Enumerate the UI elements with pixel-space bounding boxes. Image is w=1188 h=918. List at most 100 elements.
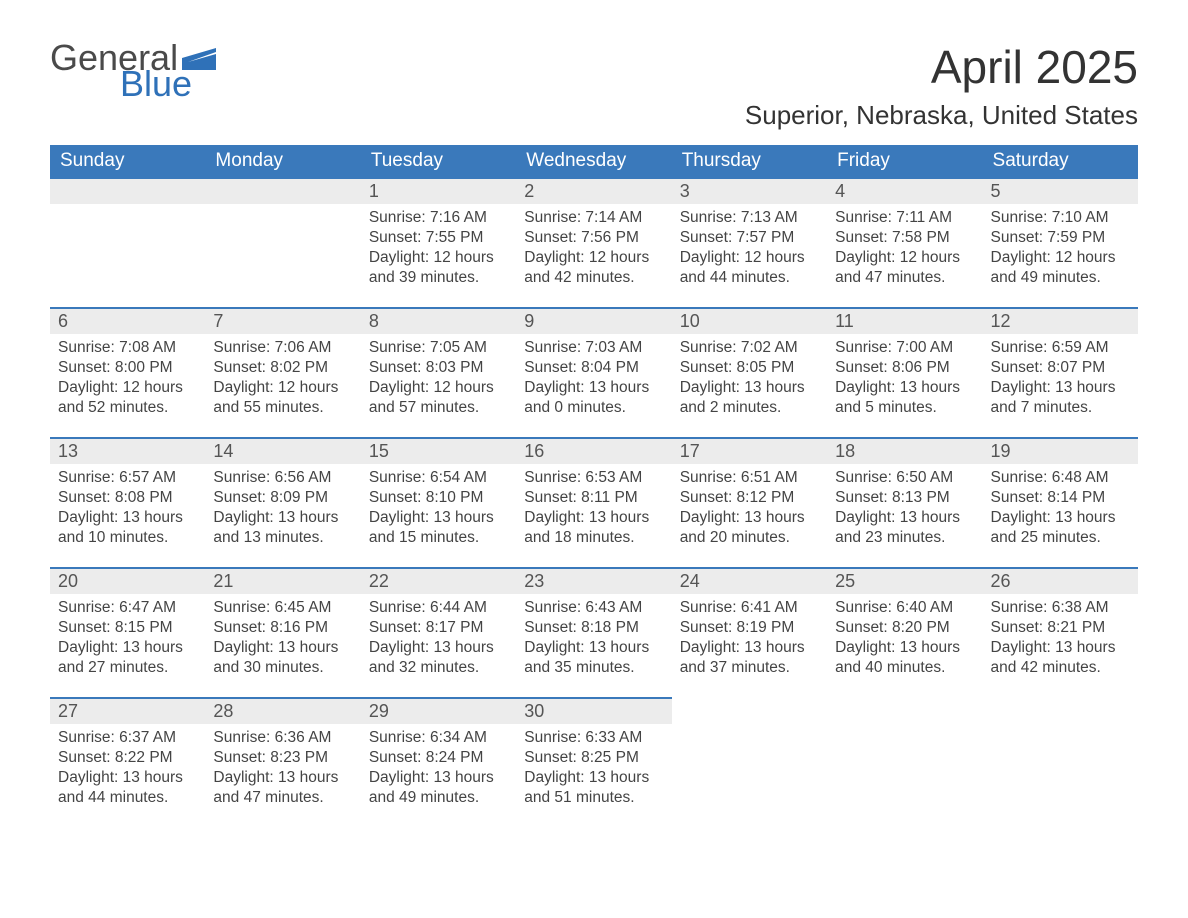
daylight-text: Daylight: 13 hours and 35 minutes. <box>524 638 663 678</box>
day-body: Sunrise: 7:11 AMSunset: 7:58 PMDaylight:… <box>827 204 982 297</box>
daylight-text: Daylight: 13 hours and 18 minutes. <box>524 508 663 548</box>
weekday-header: Thursday <box>672 145 827 177</box>
day-body: Sunrise: 6:59 AMSunset: 8:07 PMDaylight:… <box>983 334 1138 427</box>
page: General Blue April 2025 Superior, Nebras… <box>0 0 1188 918</box>
weekday-row: SundayMondayTuesdayWednesdayThursdayFrid… <box>50 145 1138 177</box>
calendar-cell: 17Sunrise: 6:51 AMSunset: 8:12 PMDayligh… <box>672 437 827 567</box>
calendar-cell <box>827 697 982 827</box>
sunrise-text: Sunrise: 6:50 AM <box>835 468 974 488</box>
weekday-header: Monday <box>205 145 360 177</box>
daylight-text: Daylight: 13 hours and 37 minutes. <box>680 638 819 678</box>
calendar-cell: 18Sunrise: 6:50 AMSunset: 8:13 PMDayligh… <box>827 437 982 567</box>
day-number-band: 3 <box>672 177 827 204</box>
calendar-cell: 16Sunrise: 6:53 AMSunset: 8:11 PMDayligh… <box>516 437 671 567</box>
sunset-text: Sunset: 8:07 PM <box>991 358 1130 378</box>
calendar-cell: 24Sunrise: 6:41 AMSunset: 8:19 PMDayligh… <box>672 567 827 697</box>
sunrise-text: Sunrise: 6:57 AM <box>58 468 197 488</box>
weekday-header: Tuesday <box>361 145 516 177</box>
calendar-cell: 12Sunrise: 6:59 AMSunset: 8:07 PMDayligh… <box>983 307 1138 437</box>
day-body: Sunrise: 7:16 AMSunset: 7:55 PMDaylight:… <box>361 204 516 297</box>
sunset-text: Sunset: 8:23 PM <box>213 748 352 768</box>
sunset-text: Sunset: 8:12 PM <box>680 488 819 508</box>
day-body: Sunrise: 6:47 AMSunset: 8:15 PMDaylight:… <box>50 594 205 687</box>
sunset-text: Sunset: 8:10 PM <box>369 488 508 508</box>
sunset-text: Sunset: 8:00 PM <box>58 358 197 378</box>
sunset-text: Sunset: 8:17 PM <box>369 618 508 638</box>
day-number-band: 27 <box>50 697 205 724</box>
day-body: Sunrise: 6:48 AMSunset: 8:14 PMDaylight:… <box>983 464 1138 557</box>
day-body <box>50 204 205 216</box>
day-number-band: 1 <box>361 177 516 204</box>
daylight-text: Daylight: 12 hours and 52 minutes. <box>58 378 197 418</box>
sunset-text: Sunset: 8:11 PM <box>524 488 663 508</box>
day-number-band: 15 <box>361 437 516 464</box>
daylight-text: Daylight: 13 hours and 40 minutes. <box>835 638 974 678</box>
day-number-band: 12 <box>983 307 1138 334</box>
day-body: Sunrise: 6:51 AMSunset: 8:12 PMDaylight:… <box>672 464 827 557</box>
sunrise-text: Sunrise: 7:05 AM <box>369 338 508 358</box>
calendar-cell: 2Sunrise: 7:14 AMSunset: 7:56 PMDaylight… <box>516 177 671 307</box>
calendar-week: 1Sunrise: 7:16 AMSunset: 7:55 PMDaylight… <box>50 177 1138 307</box>
calendar-week: 13Sunrise: 6:57 AMSunset: 8:08 PMDayligh… <box>50 437 1138 567</box>
weekday-header: Sunday <box>50 145 205 177</box>
daylight-text: Daylight: 13 hours and 44 minutes. <box>58 768 197 808</box>
day-number-band: 30 <box>516 697 671 724</box>
day-body: Sunrise: 6:37 AMSunset: 8:22 PMDaylight:… <box>50 724 205 817</box>
sunrise-text: Sunrise: 7:06 AM <box>213 338 352 358</box>
day-body: Sunrise: 6:33 AMSunset: 8:25 PMDaylight:… <box>516 724 671 817</box>
sunset-text: Sunset: 8:03 PM <box>369 358 508 378</box>
sunrise-text: Sunrise: 7:02 AM <box>680 338 819 358</box>
day-body <box>205 204 360 216</box>
calendar-cell: 8Sunrise: 7:05 AMSunset: 8:03 PMDaylight… <box>361 307 516 437</box>
day-body: Sunrise: 6:50 AMSunset: 8:13 PMDaylight:… <box>827 464 982 557</box>
day-body: Sunrise: 6:44 AMSunset: 8:17 PMDaylight:… <box>361 594 516 687</box>
daylight-text: Daylight: 13 hours and 49 minutes. <box>369 768 508 808</box>
location: Superior, Nebraska, United States <box>745 100 1138 131</box>
sunrise-text: Sunrise: 6:45 AM <box>213 598 352 618</box>
day-body: Sunrise: 7:08 AMSunset: 8:00 PMDaylight:… <box>50 334 205 427</box>
daylight-text: Daylight: 13 hours and 13 minutes. <box>213 508 352 548</box>
day-body: Sunrise: 7:06 AMSunset: 8:02 PMDaylight:… <box>205 334 360 427</box>
day-body <box>672 724 827 736</box>
sunrise-text: Sunrise: 7:16 AM <box>369 208 508 228</box>
day-body <box>827 724 982 736</box>
day-body: Sunrise: 7:03 AMSunset: 8:04 PMDaylight:… <box>516 334 671 427</box>
calendar-week: 6Sunrise: 7:08 AMSunset: 8:00 PMDaylight… <box>50 307 1138 437</box>
calendar-cell: 28Sunrise: 6:36 AMSunset: 8:23 PMDayligh… <box>205 697 360 827</box>
weekday-header: Friday <box>827 145 982 177</box>
calendar-body: 1Sunrise: 7:16 AMSunset: 7:55 PMDaylight… <box>50 177 1138 827</box>
day-number-band <box>50 177 205 204</box>
logo-text-blue: Blue <box>120 66 216 102</box>
day-number-band: 2 <box>516 177 671 204</box>
calendar-week: 27Sunrise: 6:37 AMSunset: 8:22 PMDayligh… <box>50 697 1138 827</box>
daylight-text: Daylight: 12 hours and 39 minutes. <box>369 248 508 288</box>
day-number-band: 7 <box>205 307 360 334</box>
calendar-cell: 29Sunrise: 6:34 AMSunset: 8:24 PMDayligh… <box>361 697 516 827</box>
sunrise-text: Sunrise: 6:56 AM <box>213 468 352 488</box>
sunrise-text: Sunrise: 6:43 AM <box>524 598 663 618</box>
day-body: Sunrise: 7:00 AMSunset: 8:06 PMDaylight:… <box>827 334 982 427</box>
calendar-cell: 10Sunrise: 7:02 AMSunset: 8:05 PMDayligh… <box>672 307 827 437</box>
sunrise-text: Sunrise: 6:38 AM <box>991 598 1130 618</box>
weekday-header: Saturday <box>983 145 1138 177</box>
sunrise-text: Sunrise: 7:10 AM <box>991 208 1130 228</box>
calendar-cell: 5Sunrise: 7:10 AMSunset: 7:59 PMDaylight… <box>983 177 1138 307</box>
sunrise-text: Sunrise: 6:34 AM <box>369 728 508 748</box>
daylight-text: Daylight: 12 hours and 44 minutes. <box>680 248 819 288</box>
day-number-band: 9 <box>516 307 671 334</box>
calendar-cell: 26Sunrise: 6:38 AMSunset: 8:21 PMDayligh… <box>983 567 1138 697</box>
daylight-text: Daylight: 13 hours and 7 minutes. <box>991 378 1130 418</box>
sunset-text: Sunset: 8:16 PM <box>213 618 352 638</box>
day-number-band <box>205 177 360 204</box>
sunrise-text: Sunrise: 6:54 AM <box>369 468 508 488</box>
day-number-band: 19 <box>983 437 1138 464</box>
day-number-band: 17 <box>672 437 827 464</box>
sunset-text: Sunset: 8:04 PM <box>524 358 663 378</box>
title-block: April 2025 Superior, Nebraska, United St… <box>745 40 1138 145</box>
calendar-cell: 9Sunrise: 7:03 AMSunset: 8:04 PMDaylight… <box>516 307 671 437</box>
calendar-cell <box>672 697 827 827</box>
calendar-cell: 4Sunrise: 7:11 AMSunset: 7:58 PMDaylight… <box>827 177 982 307</box>
sunrise-text: Sunrise: 6:47 AM <box>58 598 197 618</box>
sunset-text: Sunset: 7:58 PM <box>835 228 974 248</box>
daylight-text: Daylight: 13 hours and 51 minutes. <box>524 768 663 808</box>
